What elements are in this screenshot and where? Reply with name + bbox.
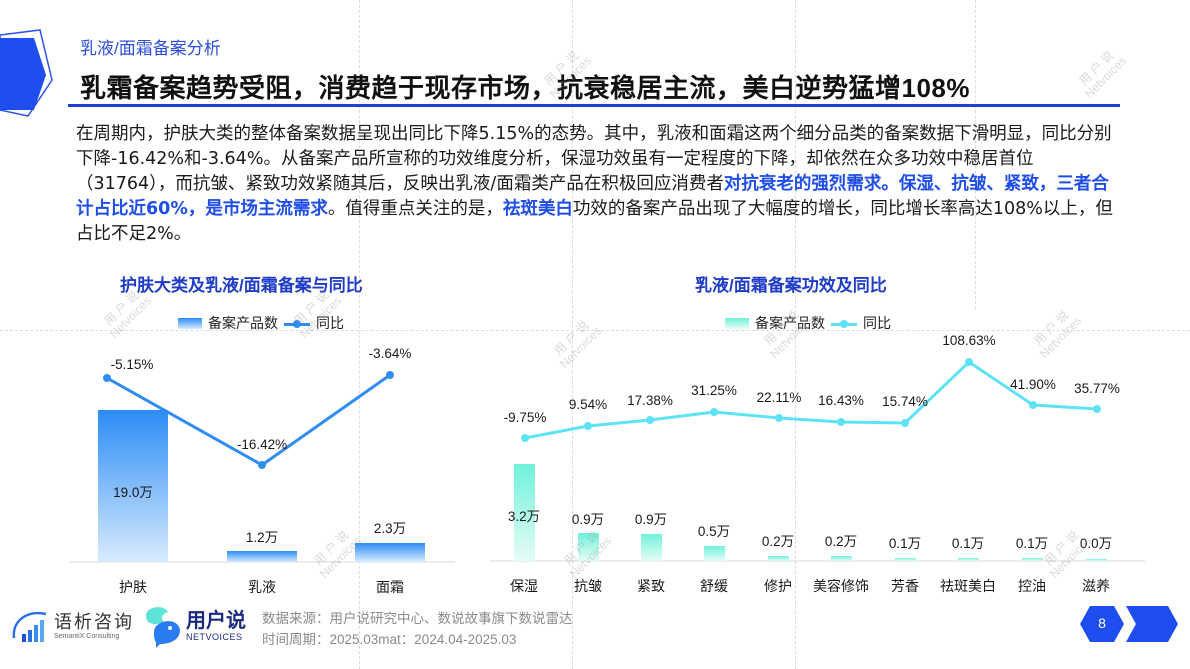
- category-label: 修护: [764, 578, 792, 594]
- chart-title: 乳液/面霜备案功效及同比: [695, 276, 887, 295]
- line-value-label: 9.54%: [568, 397, 608, 412]
- corner-hexagon-decoration: [0, 29, 53, 117]
- bar-moisturizing: [514, 464, 535, 561]
- category-label: 面霜: [376, 579, 404, 595]
- bar-value-label: 0.5万: [697, 524, 731, 539]
- bar-oil-control: [1022, 558, 1043, 561]
- legend-label: 同比: [863, 315, 891, 331]
- headline-underline: [68, 104, 1120, 107]
- summary-text: 在周期内，护肤大类的整体备案数据呈现出同比下降5.15%的态势。其中，乳液和面霜…: [76, 124, 1112, 194]
- category-label: 护肤: [119, 579, 147, 595]
- legend-bar-swatch: [178, 317, 202, 329]
- background-grid-line: [359, 0, 360, 669]
- watermark: 用 户 说 Netvoices: [1076, 48, 1130, 101]
- legend-line-swatch: [284, 318, 310, 329]
- bar-value-label: 0.2万: [761, 534, 795, 549]
- summary-text: 功效的备案产品出现了大幅度的增长，同比增长率高达108%以上，但占比不足2%。: [76, 199, 1113, 244]
- background-grid-line: [975, 0, 976, 309]
- page-headline: 乳霜备案趋势受阻，消费趋于现存市场，抗衰稳居主流，美白逆势猛增108%: [80, 73, 970, 103]
- background-grid-line: [795, 0, 796, 669]
- category-label: 滋养: [1082, 578, 1110, 594]
- line-value-label: -5.15%: [110, 357, 154, 372]
- bar-repair: [768, 556, 789, 561]
- semantix-logo-icon: [12, 611, 47, 642]
- category-label: 控油: [1018, 578, 1046, 594]
- bar-anti-wrinkle: [578, 533, 599, 561]
- chart-legend: 备案产品数 同比: [178, 313, 344, 333]
- line-value-label: 108.63%: [942, 333, 996, 348]
- line-value-label: -9.75%: [503, 410, 547, 425]
- line-value-label: 31.25%: [691, 383, 737, 398]
- chart-legend: 备案产品数 同比: [725, 313, 891, 333]
- summary-highlight: 祛斑美白: [502, 199, 573, 219]
- left-chart: 护肤大类及乳液/面霜备案与同比 备案产品数 同比 -5.15% -16.42% …: [60, 265, 480, 605]
- bar-nourishing: [1086, 559, 1107, 561]
- right-chart: 乳液/面霜备案功效及同比 备案产品数 同比 -9.75% 9.54% 17.38…: [490, 265, 1150, 605]
- page-number: 8: [1098, 615, 1106, 631]
- summary-highlight: 对抗衰老的强烈需求。保湿、抗皱、紧致，三者合计占比近60%，是市场主流需求: [76, 174, 1109, 219]
- bar-value-label: 0.9万: [634, 512, 668, 527]
- semantix-logo-en: SemantiX Consulting: [54, 632, 120, 640]
- legend-bar-swatch: [725, 317, 749, 329]
- bar-value-label: 0.1万: [1015, 536, 1049, 551]
- category-label: 芳香: [891, 578, 919, 594]
- line-value-label: -3.64%: [368, 346, 412, 361]
- category-label: 抗皱: [574, 578, 602, 594]
- semantix-logo-cn: 语析咨询: [54, 611, 134, 632]
- category-label: 舒缓: [700, 578, 728, 594]
- netvoices-logo: 用户说 NETVOICES: [142, 604, 246, 648]
- bar-value-label: 0.2万: [824, 534, 858, 549]
- legend-label: 备案产品数: [208, 315, 278, 331]
- line-value-label: 17.38%: [627, 393, 673, 408]
- bar-cream: [355, 543, 425, 562]
- page-badge-shape: [1080, 606, 1178, 642]
- section-label: 乳液/面霜备案分析: [80, 39, 221, 58]
- bar-firming: [641, 534, 662, 561]
- bar-soothing: [704, 546, 725, 561]
- category-label: 乳液: [248, 579, 276, 595]
- legend-label: 备案产品数: [755, 315, 825, 331]
- line-value-label: 35.77%: [1074, 381, 1120, 396]
- legend-label: 同比: [316, 315, 344, 331]
- bar-value-label: 0.1万: [951, 536, 985, 551]
- netvoices-logo-cn: 用户说: [186, 609, 246, 632]
- line-series: [70, 371, 455, 563]
- bar-whitening: [958, 558, 979, 561]
- bar-value-label: 0.9万: [571, 512, 605, 527]
- line-value-label: 15.74%: [882, 394, 928, 409]
- category-label: 美容修饰: [813, 578, 869, 594]
- background-grid-line: [0, 330, 1190, 331]
- bar-value-label: 3.2万: [507, 509, 541, 524]
- bar-makeup: [831, 556, 852, 561]
- category-label: 保湿: [510, 578, 538, 594]
- line-value-label: 22.11%: [756, 390, 802, 405]
- legend-line-swatch: [831, 318, 857, 329]
- line-value-label: 41.90%: [1010, 377, 1056, 392]
- line-value-label: -16.42%: [236, 437, 288, 452]
- bar-value-label: 0.1万: [888, 536, 922, 551]
- netvoices-logo-icon: [146, 607, 180, 648]
- line-value-label: 16.43%: [818, 393, 864, 408]
- data-source: 数据来源：用户说研究中心、数说故事旗下数说雷达: [262, 611, 573, 626]
- line-series: [490, 358, 1145, 562]
- category-label: 祛斑美白: [940, 578, 996, 594]
- bar-lotion: [227, 551, 297, 562]
- bar-value-label: 2.3万: [373, 521, 407, 536]
- bar-value-label: 19.0万: [113, 485, 153, 500]
- summary-paragraph: 在周期内，护肤大类的整体备案数据呈现出同比下降5.15%的态势。其中，乳液和面霜…: [76, 122, 1126, 247]
- bar-value-label: 0.0万: [1079, 536, 1113, 551]
- bar-fragrance: [895, 558, 916, 561]
- footer-source: 数据来源：用户说研究中心、数说故事旗下数说雷达 时间周期：2025.03mat：…: [262, 608, 573, 650]
- category-label: 紧致: [637, 578, 665, 594]
- data-period: 时间周期：2025.03mat：2024.04-2025.03: [262, 632, 517, 647]
- summary-text: 。值得重点关注的是，: [327, 199, 503, 219]
- bar-value-label: 1.2万: [245, 530, 279, 545]
- bar-skincare: [98, 410, 168, 562]
- semantix-logo: 语析咨询 SemantiX Consulting: [10, 606, 134, 646]
- chart-title: 护肤大类及乳液/面霜备案与同比: [120, 276, 363, 295]
- background-grid-line: [572, 0, 573, 669]
- netvoices-logo-en: NETVOICES: [186, 631, 243, 642]
